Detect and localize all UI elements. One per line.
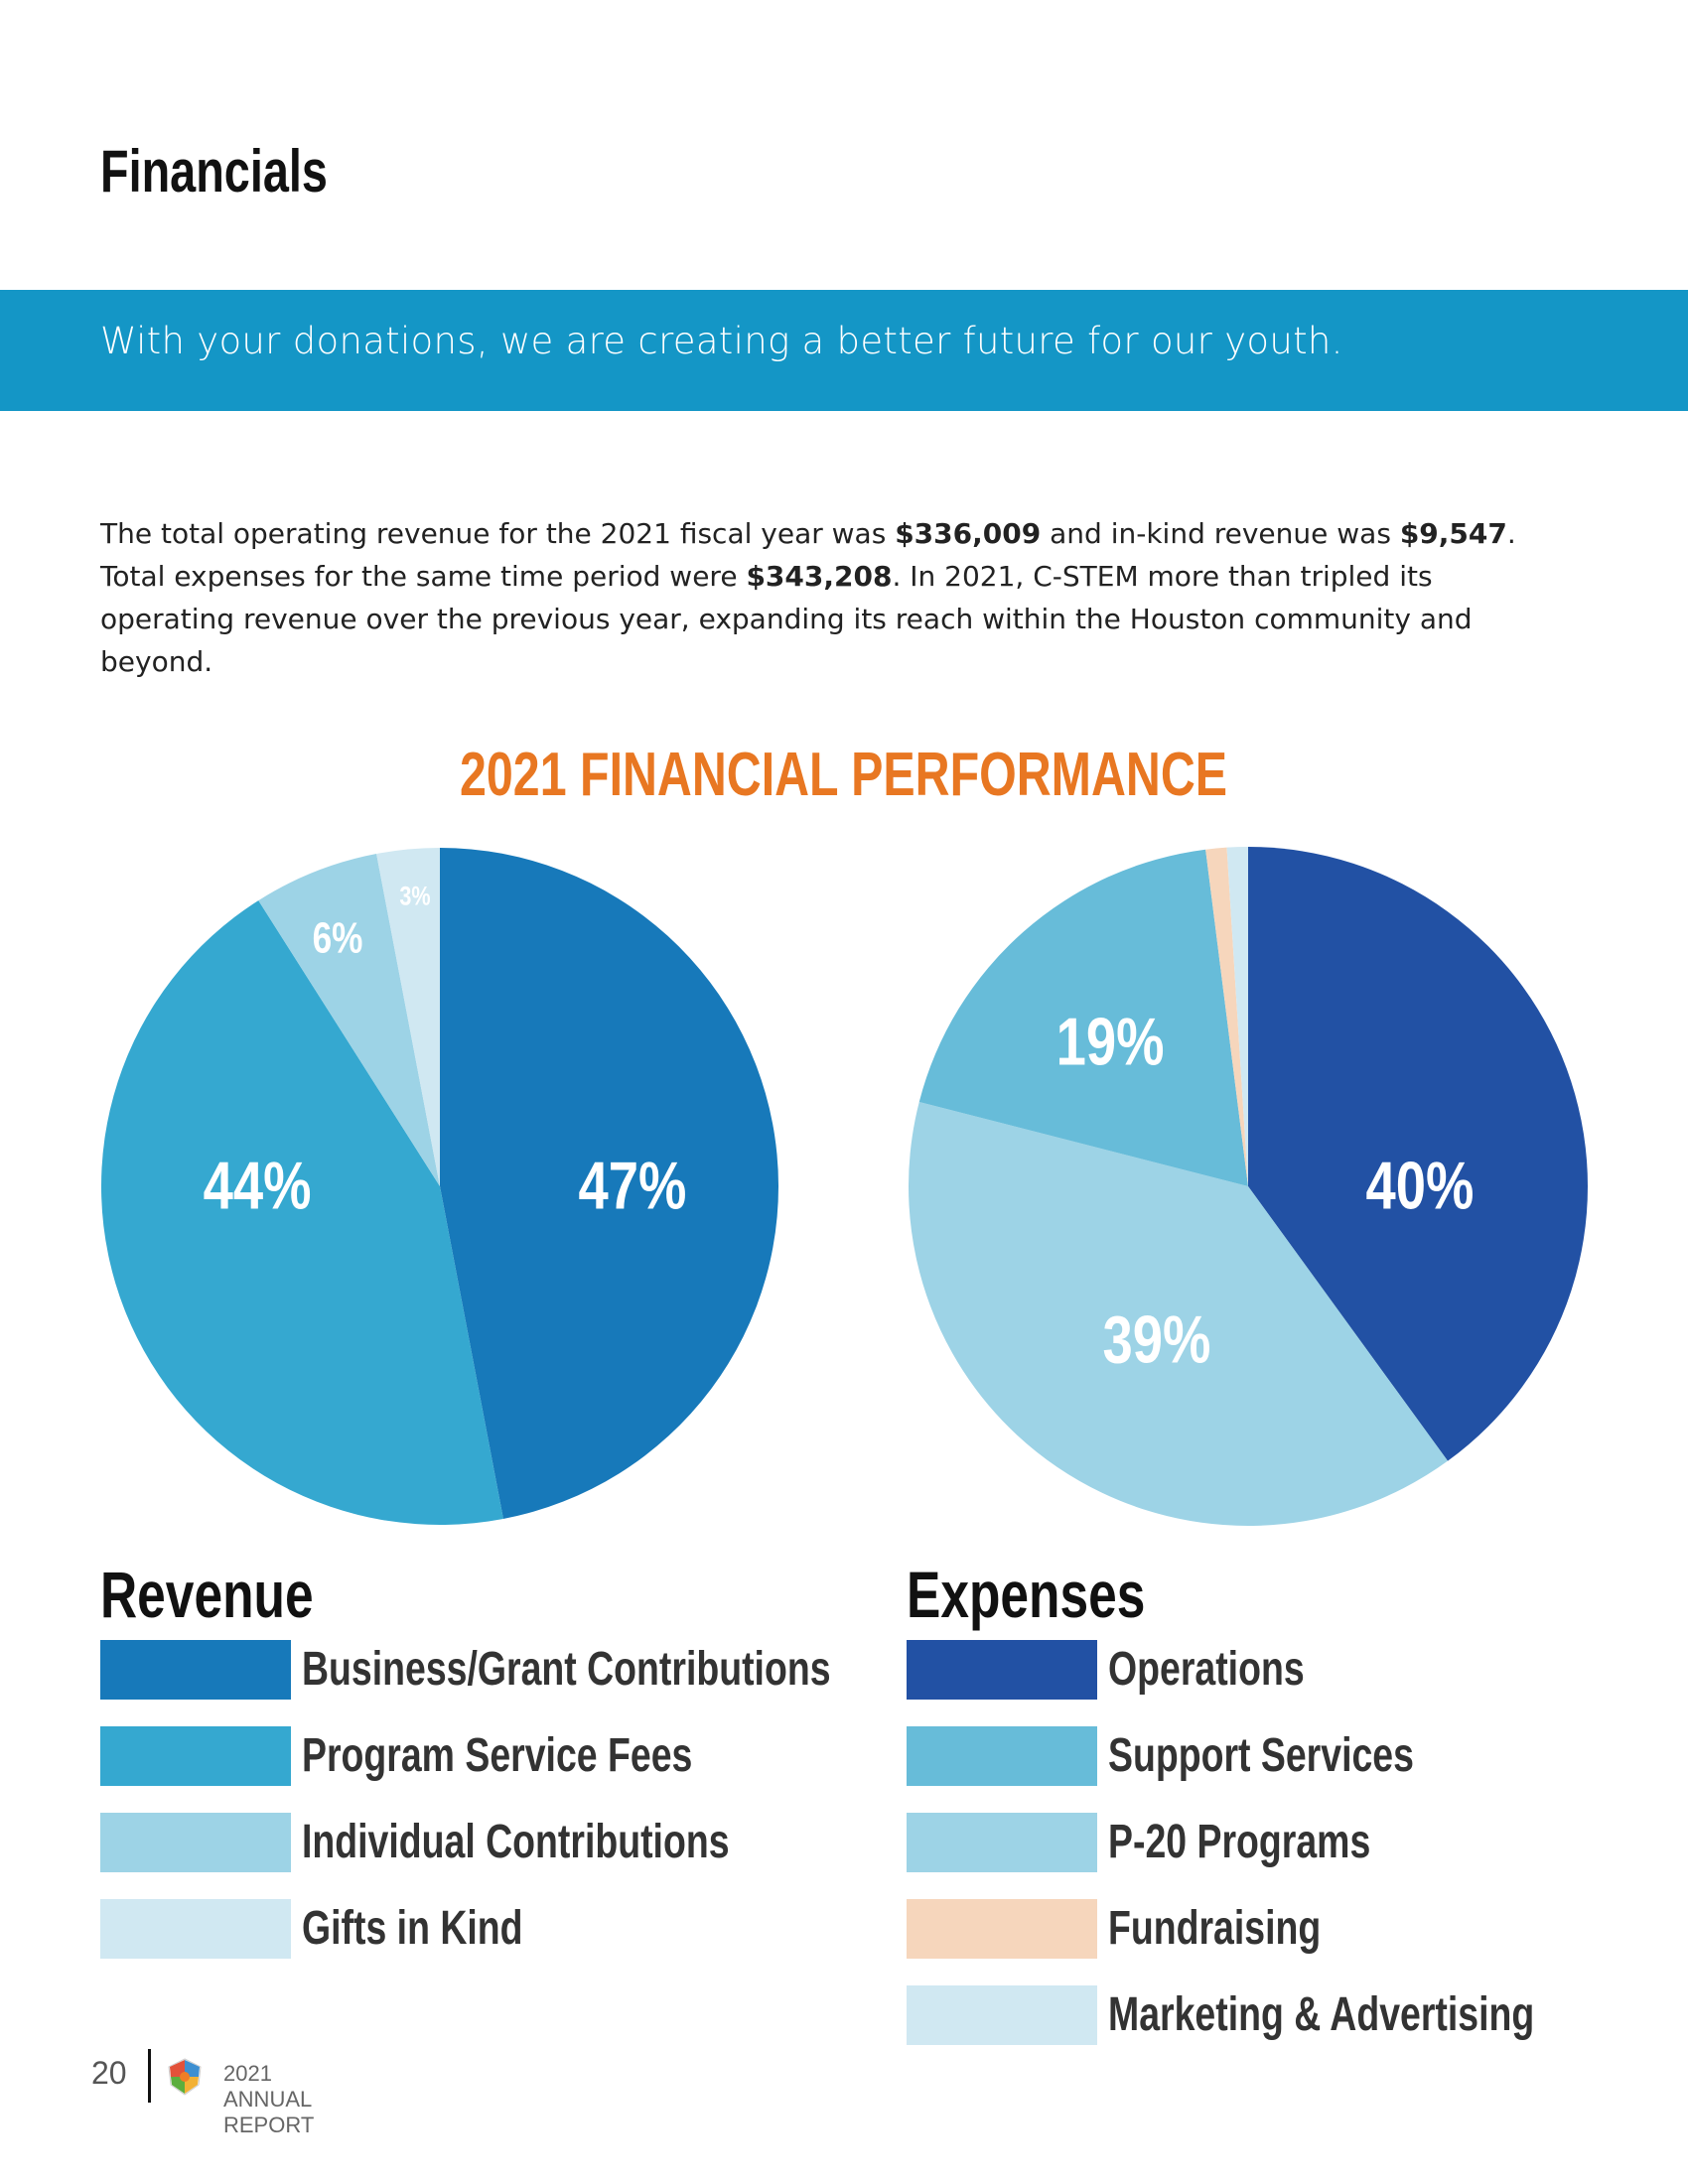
total-expenses-value: $343,208 — [746, 560, 893, 593]
legend-label: Business/Grant Contributions — [302, 1643, 831, 1696]
operating-revenue-value: $336,009 — [895, 517, 1042, 550]
pie-slice-individual-contributions — [258, 854, 440, 1186]
footer-divider — [148, 2049, 151, 2103]
banner-text: With your donations, we are creating a b… — [100, 320, 1343, 362]
pie-slice-support-services — [918, 849, 1248, 1186]
intro-text: The total operating revenue for the 2021… — [100, 517, 896, 550]
legend-swatch — [100, 1813, 291, 1872]
pie-label: 40% — [1366, 1149, 1475, 1224]
revenue-pie: 47% 44% 6% 3% — [100, 848, 779, 1526]
pie-slice-p-20-programs — [908, 1101, 1449, 1526]
pie-label: 6% — [313, 914, 363, 963]
pie-label: 39% — [1103, 1302, 1211, 1378]
pie-slice-gifts-in-kind — [376, 848, 440, 1186]
page-title: Financials — [100, 138, 328, 205]
c-stem-logo-icon — [168, 2058, 202, 2096]
pie-label: 47% — [579, 1149, 687, 1224]
intro-text: . In 2021, C-STEM more than tripled its … — [100, 560, 1473, 678]
banner: With your donations, we are creating a b… — [0, 290, 1688, 411]
legend-label: Operations — [1108, 1643, 1305, 1696]
pie-label: 44% — [204, 1149, 312, 1224]
legend-swatch — [907, 1640, 1097, 1700]
legend-label: Fundraising — [1108, 1902, 1322, 1955]
pie-slice-business-grant-contributions — [440, 848, 779, 1519]
revenue-legend-title: Revenue — [100, 1558, 314, 1631]
legend-swatch — [907, 1726, 1097, 1786]
pie-slice-marketing-advertising — [1226, 847, 1248, 1186]
legend-label: Individual Contributions — [302, 1816, 730, 1868]
legend-swatch — [907, 1985, 1097, 2045]
pie-slice-operations — [1248, 847, 1589, 1461]
legend-swatch — [907, 1813, 1097, 1872]
pie-label: 3% — [399, 882, 430, 911]
intro-paragraph: The total operating revenue for the 2021… — [100, 512, 1540, 683]
legend-label: Support Services — [1108, 1729, 1414, 1782]
expenses-pie: 40% 39% 19% — [908, 847, 1589, 1526]
pie-slice-program-service-fees — [100, 900, 503, 1526]
legend-swatch — [100, 1640, 291, 1700]
legend-swatch — [907, 1899, 1097, 1959]
legend-label: P-20 Programs — [1108, 1816, 1371, 1868]
pie-slice-fundraising — [1205, 847, 1248, 1186]
legend-swatch — [100, 1726, 291, 1786]
page-number: 20 — [91, 2055, 127, 2091]
intro-text: and in-kind revenue was — [1041, 517, 1400, 550]
legend-label: Gifts in Kind — [302, 1902, 523, 1955]
pie-label: 19% — [1056, 1005, 1165, 1080]
inkind-revenue-value: $9,547 — [1399, 517, 1507, 550]
legend-label: Marketing & Advertising — [1108, 1988, 1535, 2041]
expenses-legend-title: Expenses — [907, 1558, 1146, 1631]
chart-title: 2021 FINANCIAL PERFORMANCE — [460, 741, 1228, 809]
footer-report-title: 2021 ANNUAL REPORT — [223, 2061, 315, 2137]
legend-label: Program Service Fees — [302, 1729, 693, 1782]
legend-swatch — [100, 1899, 291, 1959]
intro-text: . Total expenses for the same time perio… — [100, 517, 1516, 593]
